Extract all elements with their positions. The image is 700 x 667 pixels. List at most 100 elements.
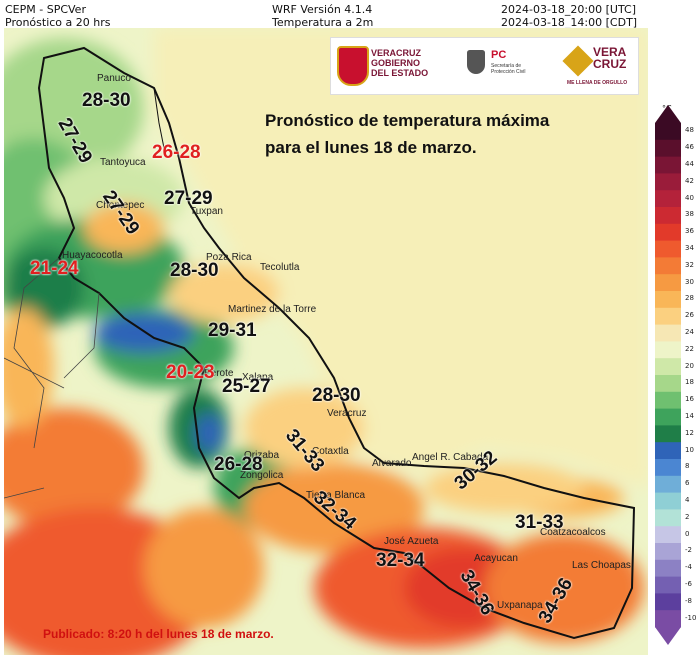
colorbar-swatch (655, 307, 681, 326)
veracruz-star-icon (562, 45, 594, 77)
town-label: Veracruz (327, 408, 367, 419)
town-label: Coatzacoalcos (540, 527, 606, 538)
veracruz-border (37, 46, 636, 640)
colorbar-tick-label: 10 (685, 445, 694, 454)
colorbar-tick-label: 28 (685, 294, 694, 303)
colorbar-swatch (655, 543, 681, 561)
colorbar-swatch (655, 475, 681, 494)
colorbar-tick-label: 26 (685, 311, 694, 320)
range-label: 28-30 (82, 90, 131, 111)
colorbar-tick-label: -2 (685, 546, 692, 555)
town-label: Panuco (97, 73, 131, 84)
colorbar-tick-label: 4 (685, 496, 690, 504)
colorbar-tick-label: 22 (685, 344, 694, 353)
colorbar-swatch (655, 139, 681, 158)
veracruz-gov-logo-text: VERACRUZ GOBIERNO DEL ESTADO (371, 48, 429, 78)
town-label: Zongolica (240, 470, 284, 481)
colorbar-tick-label: 2 (685, 512, 690, 521)
published-note: Publicado: 8:20 h del lunes 18 de marzo. (43, 627, 274, 641)
colorbar-tick-label: 16 (685, 395, 694, 404)
veracruz-shield-icon (337, 46, 369, 86)
colorbar-tick-label: 8 (685, 462, 690, 471)
range-label: 28-30 (312, 385, 361, 406)
map-canvas (4, 28, 648, 655)
colorbar-tick-label: 6 (685, 479, 690, 488)
header-right: 2024-03-18_20:00 [UTC] 2024-03-18_14:00 … (501, 3, 638, 29)
town-label: Xalapa (242, 372, 274, 383)
veracruz-brand-text: VERA CRUZ (593, 45, 627, 71)
temperature-map (4, 28, 648, 655)
town-label: Uxpanapa (497, 600, 543, 611)
colorbar-swatch (655, 156, 681, 174)
town-label: Alvarado (372, 458, 412, 469)
town-label: Orizaba (244, 450, 280, 461)
colorbar-tick-label: 46 (685, 143, 694, 152)
pc-logo-text: PC (491, 49, 507, 61)
town-label: Tuxpan (190, 206, 223, 217)
colorbar-swatch (655, 526, 681, 544)
header-left: CEPM - SPCVer Pronóstico a 20 hrs (5, 3, 111, 29)
colorbar-tick-label: 14 (685, 412, 694, 420)
range-label-hot: 26-28 (152, 142, 201, 163)
colorbar-tick-label: 36 (685, 227, 694, 236)
colorbar-swatch (655, 492, 681, 510)
header-center: WRF Versión 4.1.4 Temperatura a 2m (272, 3, 374, 29)
colorbar-swatch (655, 291, 681, 309)
colorbar-swatch (655, 207, 681, 225)
town-label: Perote (204, 368, 234, 379)
town-label: Acayucan (474, 553, 518, 564)
colorbar-swatch (655, 190, 681, 208)
colorbar-swatch (655, 425, 681, 443)
colorbar-bottom-cap (655, 627, 681, 645)
colorbar-tick-label: 12 (685, 428, 694, 437)
colorbar-tick-label: 0 (685, 529, 690, 538)
town-label: Huayacocotla (62, 250, 123, 261)
colorbar-tick-label: 24 (685, 328, 694, 336)
colorbar-tick-label: 38 (685, 210, 694, 219)
colorbar-swatch (655, 610, 681, 628)
colorbar-tick-label: -4 (685, 563, 692, 572)
range-label: 31-33 (515, 512, 564, 533)
town-label: Cotaxtla (312, 446, 349, 457)
colorbar-tick-label: 34 (685, 244, 694, 252)
town-label: Las Choapas (572, 560, 631, 571)
town-label: Poza Rica (206, 252, 252, 263)
colorbar-swatch (655, 459, 681, 477)
range-label: 32-34 (376, 550, 425, 571)
colorbar-swatch (655, 223, 681, 242)
colorbar-swatch (655, 274, 681, 292)
range-label-hot: 20-23 (166, 362, 215, 383)
colorbar-tick-label: 40 (685, 193, 694, 202)
logo-banner: VERACRUZ GOBIERNO DEL ESTADO PC Secretar… (330, 37, 639, 95)
colorbar-swatch (655, 324, 681, 342)
colorbar-tick-label: -8 (685, 596, 692, 605)
range-label: 28-30 (170, 260, 219, 281)
colorbar-top-cap (655, 105, 681, 123)
colorbar-swatch (655, 358, 681, 376)
map-title: Pronóstico de temperatura máxima para el… (265, 111, 550, 157)
colorbar-swatch (655, 593, 681, 611)
colorbar-swatch (655, 391, 681, 410)
colorbar-swatch (655, 341, 681, 359)
pc-shield-icon (467, 50, 485, 74)
colorbar-tick-label: 42 (685, 176, 694, 185)
colorbar-swatch (655, 559, 681, 578)
colorbar-swatch (655, 576, 681, 594)
colorbar (655, 105, 681, 645)
colorbar-swatch (655, 375, 681, 393)
colorbar-tick-label: -10 (685, 613, 697, 622)
range-label: 27-29 (164, 188, 213, 209)
colorbar-tick-label: -6 (685, 580, 692, 588)
colorbar-tick-label: 18 (685, 378, 694, 387)
town-label: José Azueta (384, 536, 439, 547)
colorbar-swatch (655, 240, 681, 258)
colorbar-swatch (655, 408, 681, 426)
town-label: Tantoyuca (100, 157, 146, 168)
colorbar-swatch (655, 173, 681, 191)
colorbar-swatch (655, 442, 681, 460)
colorbar-tick-label: 44 (685, 160, 694, 168)
colorbar-tick-label: 20 (685, 361, 694, 370)
veracruz-tagline: ME LLENA DE ORGULLO (567, 80, 628, 86)
range-label: 29-31 (208, 320, 257, 341)
colorbar-tick-label: 32 (685, 260, 694, 269)
